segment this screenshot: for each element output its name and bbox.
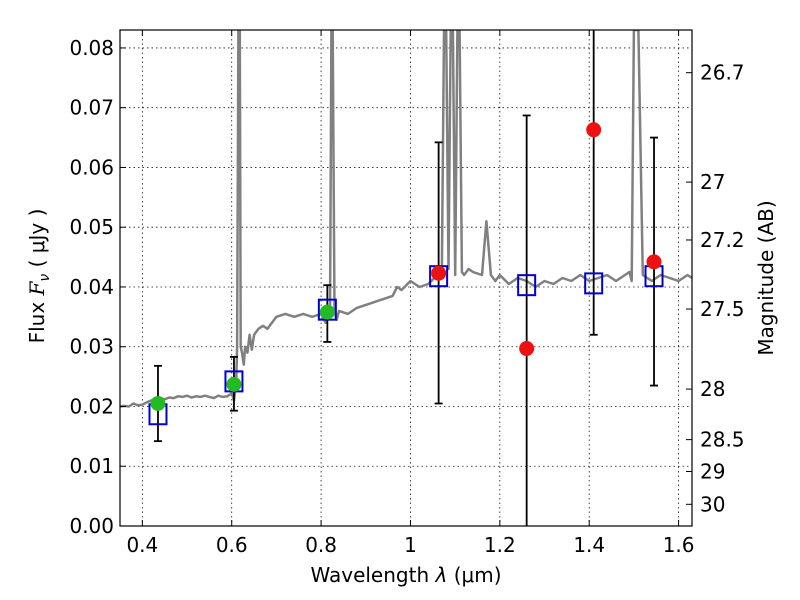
y-tick-label: 0.03 bbox=[69, 335, 114, 359]
y-tick-label: 0.02 bbox=[69, 394, 114, 418]
photometry-point bbox=[317, 284, 337, 343]
measured-flux-point bbox=[646, 254, 662, 270]
x-tick-label: 0.8 bbox=[305, 533, 337, 557]
photometry-point bbox=[517, 114, 537, 526]
y2-tick-label: 27.2 bbox=[700, 228, 745, 252]
x-tick-label: 1.2 bbox=[484, 533, 516, 557]
y2-tick-label: 28.5 bbox=[700, 428, 745, 452]
measured-flux-point bbox=[226, 376, 242, 392]
x-axis-label: Wavelength λ (μm) bbox=[310, 563, 501, 587]
spectrum-series bbox=[120, 30, 692, 408]
photometry-point bbox=[148, 364, 168, 443]
axes bbox=[119, 29, 693, 527]
y-tick-label: 0.05 bbox=[69, 215, 114, 239]
grid-lines bbox=[120, 30, 692, 527]
y-tick-label: 0.07 bbox=[69, 96, 114, 120]
photometry-series bbox=[148, 30, 664, 526]
measured-flux-point bbox=[431, 265, 447, 281]
y2-tick-label: 27.5 bbox=[700, 297, 745, 321]
y2-tick-label: 30 bbox=[700, 492, 725, 516]
tick-labels: 0.4 0.6 0.8 1 1.2 1.4 1.6 0.00 0.01 0.02 0.03 0.04 0… bbox=[69, 36, 744, 557]
spectrum-line bbox=[120, 30, 692, 408]
y-tick-label: 0.06 bbox=[69, 155, 114, 179]
photometry-point bbox=[224, 355, 244, 412]
y2-tick-label: 26.7 bbox=[700, 61, 745, 85]
model-flux-box bbox=[317, 298, 337, 321]
model-flux-box bbox=[517, 274, 537, 297]
y-tick-label: 0.08 bbox=[69, 36, 114, 60]
x-tick-label: 0.6 bbox=[216, 533, 248, 557]
y-axis-label: Flux Fν ( μJy ) bbox=[25, 209, 53, 344]
x-tick-label: 1.4 bbox=[573, 533, 605, 557]
x-tick-label: 1.6 bbox=[663, 533, 695, 557]
measured-flux-point bbox=[586, 122, 602, 138]
photometry-point bbox=[644, 136, 664, 387]
y2-axis-label: Magnitude (AB) bbox=[754, 200, 778, 355]
plot-frame bbox=[119, 29, 693, 527]
photometry-point bbox=[584, 30, 604, 336]
model-flux-box bbox=[584, 272, 604, 295]
y-tick-label: 0.00 bbox=[69, 514, 114, 538]
y-tick-label: 0.04 bbox=[69, 275, 114, 299]
x-tick-label: 1 bbox=[404, 533, 417, 557]
measured-flux-point bbox=[150, 395, 166, 411]
y2-tick-label: 29 bbox=[700, 459, 725, 483]
measured-flux-point bbox=[519, 341, 535, 357]
photometry-point bbox=[429, 141, 449, 405]
measured-flux-point bbox=[319, 304, 335, 320]
y2-tick-label: 28 bbox=[700, 377, 725, 401]
y-tick-label: 0.01 bbox=[69, 454, 114, 478]
y2-tick-label: 27 bbox=[700, 170, 725, 194]
x-tick-label: 0.4 bbox=[126, 533, 158, 557]
